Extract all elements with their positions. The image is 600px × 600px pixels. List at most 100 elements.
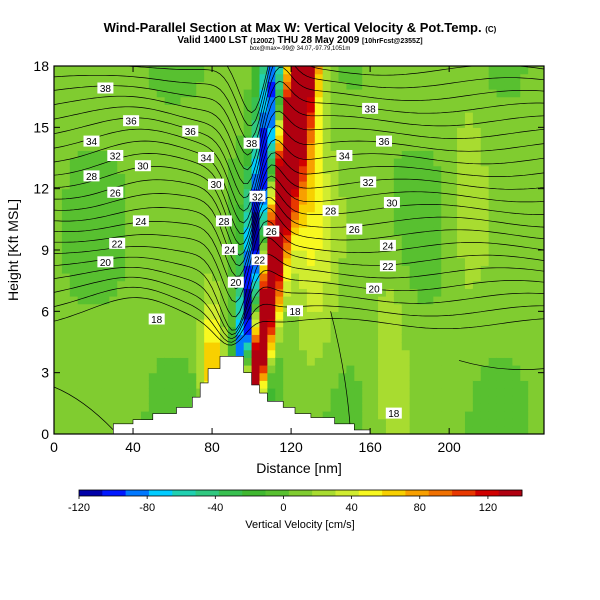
velocity-cell bbox=[346, 280, 355, 289]
velocity-cell bbox=[204, 119, 213, 128]
velocity-cell bbox=[243, 188, 253, 197]
velocity-cell bbox=[267, 196, 276, 205]
velocity-cell bbox=[140, 104, 150, 113]
velocity-cell bbox=[362, 388, 371, 397]
velocity-cell bbox=[267, 388, 276, 397]
velocity-cell bbox=[69, 150, 79, 159]
velocity-cell bbox=[77, 326, 87, 335]
velocity-cell bbox=[148, 257, 158, 266]
velocity-cell bbox=[425, 81, 434, 90]
velocity-cell bbox=[362, 188, 371, 197]
velocity-cell bbox=[330, 288, 340, 297]
velocity-cell bbox=[164, 388, 174, 397]
velocity-cell bbox=[283, 395, 292, 404]
velocity-cell bbox=[101, 142, 110, 151]
velocity-cell bbox=[425, 173, 434, 182]
velocity-cell bbox=[204, 227, 213, 236]
velocity-cell bbox=[54, 426, 63, 434]
velocity-cell bbox=[409, 119, 419, 128]
velocity-cell bbox=[180, 142, 189, 151]
velocity-cell bbox=[385, 395, 395, 404]
velocity-cell bbox=[417, 319, 427, 328]
velocity-cell bbox=[362, 418, 371, 427]
velocity-cell bbox=[117, 96, 126, 105]
velocity-cell bbox=[196, 181, 205, 190]
velocity-cell bbox=[378, 165, 387, 174]
velocity-cell bbox=[133, 303, 142, 312]
velocity-cell bbox=[409, 280, 419, 289]
velocity-cell bbox=[346, 334, 355, 343]
velocity-cell bbox=[54, 372, 63, 381]
velocity-cell bbox=[346, 372, 355, 381]
velocity-cell bbox=[306, 288, 316, 297]
velocity-cell bbox=[464, 150, 474, 159]
velocity-cell bbox=[243, 181, 253, 190]
velocity-cell bbox=[299, 372, 308, 381]
velocity-cell bbox=[291, 250, 300, 259]
velocity-cell bbox=[251, 334, 261, 343]
velocity-cell bbox=[512, 211, 521, 220]
velocity-cell bbox=[61, 411, 71, 420]
velocity-cell bbox=[164, 173, 174, 182]
velocity-cell bbox=[449, 112, 458, 121]
velocity-cell bbox=[291, 349, 300, 358]
velocity-cell bbox=[449, 104, 458, 113]
velocity-cell bbox=[409, 250, 419, 259]
velocity-cell bbox=[275, 380, 284, 389]
velocity-cell bbox=[188, 211, 197, 220]
velocity-cell bbox=[101, 135, 110, 144]
velocity-cell bbox=[148, 150, 158, 159]
velocity-cell bbox=[330, 357, 340, 366]
velocity-cell bbox=[54, 234, 63, 243]
velocity-cell bbox=[472, 357, 482, 366]
velocity-cell bbox=[409, 188, 419, 197]
velocity-cell bbox=[433, 142, 442, 151]
velocity-cell bbox=[85, 388, 95, 397]
velocity-cell bbox=[125, 173, 134, 182]
velocity-cell bbox=[409, 395, 419, 404]
colorbar-swatch bbox=[265, 490, 290, 496]
velocity-cell bbox=[69, 357, 79, 366]
velocity-cell bbox=[536, 119, 544, 128]
velocity-cell bbox=[275, 211, 284, 220]
velocity-cell bbox=[472, 395, 482, 404]
velocity-cell bbox=[140, 311, 150, 320]
velocity-cell bbox=[464, 426, 474, 434]
velocity-cell bbox=[472, 104, 482, 113]
velocity-cell bbox=[441, 265, 450, 274]
velocity-cell bbox=[536, 311, 544, 320]
velocity-cell bbox=[61, 288, 71, 297]
velocity-cell bbox=[385, 288, 395, 297]
velocity-cell bbox=[322, 127, 332, 136]
contour-label-text: 32 bbox=[110, 152, 122, 163]
velocity-cell bbox=[156, 372, 166, 381]
velocity-cell bbox=[69, 326, 79, 335]
velocity-cell bbox=[472, 403, 482, 412]
contour-label-box bbox=[360, 176, 377, 188]
velocity-cell bbox=[140, 334, 150, 343]
velocity-cell bbox=[464, 188, 474, 197]
velocity-cell bbox=[512, 181, 521, 190]
velocity-cell bbox=[441, 188, 450, 197]
velocity-cell bbox=[354, 403, 363, 412]
velocity-cell bbox=[227, 73, 237, 82]
x-tick-label: 120 bbox=[279, 439, 303, 455]
velocity-cell bbox=[283, 181, 292, 190]
velocity-cell bbox=[314, 250, 324, 259]
velocity-cell bbox=[330, 326, 340, 335]
velocity-cell bbox=[306, 135, 316, 144]
velocity-cell bbox=[299, 303, 308, 312]
velocity-cell bbox=[85, 119, 95, 128]
velocity-cell bbox=[449, 242, 458, 251]
velocity-cell bbox=[354, 257, 363, 266]
velocity-cell bbox=[520, 303, 529, 312]
velocity-cell bbox=[457, 365, 466, 374]
velocity-cell bbox=[306, 296, 316, 305]
velocity-cell bbox=[156, 280, 166, 289]
velocity-cell bbox=[77, 119, 87, 128]
velocity-cell bbox=[212, 273, 221, 282]
velocity-cell bbox=[330, 112, 340, 121]
velocity-cell bbox=[401, 204, 411, 213]
velocity-cell bbox=[117, 372, 126, 381]
